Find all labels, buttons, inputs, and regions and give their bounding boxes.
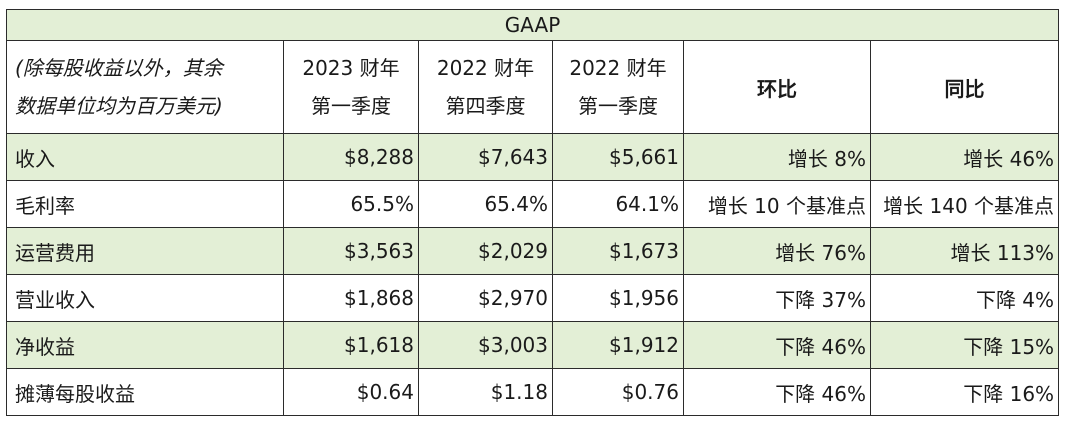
column-header-fy2022-q1: 2022 财年 第一季度: [552, 40, 684, 134]
cell-qoq: 增长 8%: [683, 133, 871, 181]
cell-yoy: 增长 46%: [869, 133, 1060, 181]
cell-yoy: 下降 4%: [869, 274, 1060, 322]
cell-qoq: 下降 37%: [683, 274, 871, 322]
cell-fy2023-q1: $1,868: [283, 274, 419, 322]
cell-fy2022-q1: $1,912: [552, 321, 684, 369]
table-row: 收入 $8,288 $7,643 $5,661 增长 8% 增长 46%: [6, 133, 1060, 181]
column-header-fy2022-q1-quarter: 第一季度: [578, 94, 658, 118]
row-label: 收入: [6, 133, 284, 181]
cell-fy2022-q1: $1,956: [552, 274, 684, 322]
cell-fy2022-q1: $0.76: [552, 368, 684, 416]
row-label: 营业收入: [6, 274, 284, 322]
column-header-fy2023-q1-year: 2023 财年: [302, 56, 400, 80]
cell-fy2022-q4: $2,970: [418, 274, 553, 322]
cell-fy2022-q1: $5,661: [552, 133, 684, 181]
column-header-fy2022-q1-year: 2022 财年: [569, 56, 667, 80]
column-header-fy2023-q1: 2023 财年 第一季度: [283, 40, 419, 134]
column-header-yoy: 同比: [869, 40, 1060, 134]
table-row: 摊薄每股收益 $0.64 $1.18 $0.76 下降 46% 下降 16%: [6, 368, 1060, 416]
cell-qoq: 增长 76%: [683, 227, 871, 275]
row-label: 运营费用: [6, 227, 284, 275]
cell-yoy: 增长 140 个基准点: [869, 180, 1060, 228]
cell-fy2023-q1: $0.64: [283, 368, 419, 416]
cell-fy2023-q1: $1,618: [283, 321, 419, 369]
cell-qoq: 增长 10 个基准点: [683, 180, 871, 228]
gaap-results-table: GAAP (除每股收益以外，其余 数据单位均为百万美元) 2023 财年 第一季…: [5, 9, 1060, 416]
cell-yoy: 增长 113%: [869, 227, 1060, 275]
cell-fy2022-q4: $7,643: [418, 133, 553, 181]
cell-qoq: 下降 46%: [683, 321, 871, 369]
cell-yoy: 下降 16%: [869, 368, 1060, 416]
table-row: 毛利率 65.5% 65.4% 64.1% 增长 10 个基准点 增长 140 …: [6, 180, 1060, 228]
cell-fy2023-q1: $3,563: [283, 227, 419, 275]
column-header-fy2023-q1-quarter: 第一季度: [311, 94, 391, 118]
row-label: 摊薄每股收益: [6, 368, 284, 416]
table-row: 运营费用 $3,563 $2,029 $1,673 增长 76% 增长 113%: [6, 227, 1060, 275]
column-header-fy2022-q4: 2022 财年 第四季度: [418, 40, 553, 134]
table-title-row: GAAP: [5, 9, 1060, 41]
table-row: 净收益 $1,618 $3,003 $1,912 下降 46% 下降 15%: [6, 321, 1060, 369]
cell-fy2022-q4: $2,029: [418, 227, 553, 275]
cell-qoq: 下降 46%: [683, 368, 871, 416]
column-header-qoq: 环比: [683, 40, 871, 134]
cell-fy2023-q1: $8,288: [283, 133, 419, 181]
cell-fy2022-q1: 64.1%: [552, 180, 684, 228]
table-row: 营业收入 $1,868 $2,970 $1,956 下降 37% 下降 4%: [6, 274, 1060, 322]
cell-fy2022-q1: $1,673: [552, 227, 684, 275]
cell-fy2023-q1: 65.5%: [283, 180, 419, 228]
row-label: 毛利率: [6, 180, 284, 228]
row-header-note-line2: 数据单位均为百万美元): [15, 94, 223, 118]
cell-yoy: 下降 15%: [869, 321, 1060, 369]
cell-fy2022-q4: $3,003: [418, 321, 553, 369]
column-header-fy2022-q4-quarter: 第四季度: [445, 94, 526, 118]
row-header-note: (除每股收益以外，其余 数据单位均为百万美元): [6, 40, 284, 134]
row-header-note-line1: (除每股收益以外，其余: [15, 56, 223, 80]
cell-fy2022-q4: 65.4%: [418, 180, 553, 228]
row-label: 净收益: [6, 321, 284, 369]
table-title: GAAP: [5, 9, 1060, 41]
table-header-row: (除每股收益以外，其余 数据单位均为百万美元) 2023 财年 第一季度 202…: [6, 40, 1060, 134]
column-header-fy2022-q4-year: 2022 财年: [436, 56, 535, 80]
cell-fy2022-q4: $1.18: [418, 368, 553, 416]
